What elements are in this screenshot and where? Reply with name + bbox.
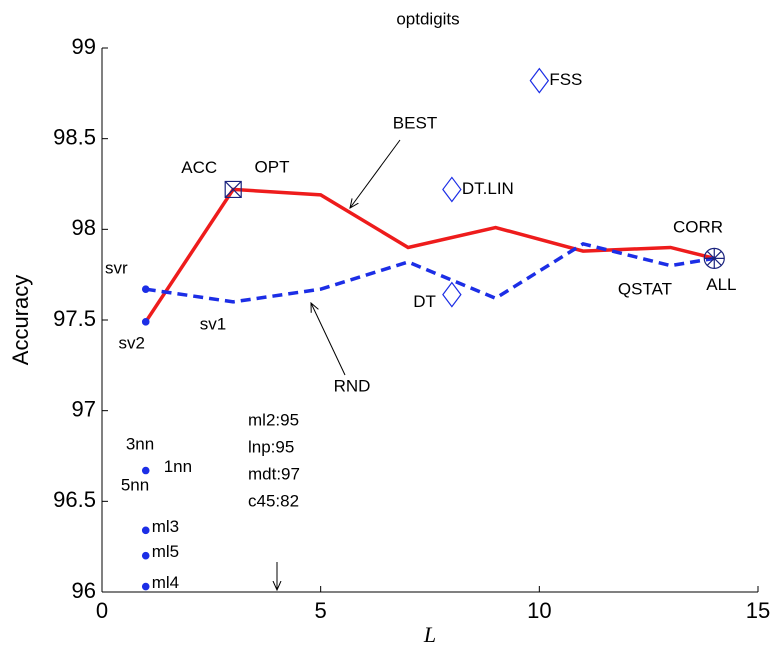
x-tick-label: 10: [527, 598, 551, 623]
point: [442, 176, 462, 203]
point: [703, 247, 725, 269]
point-label: FSS: [549, 70, 582, 89]
y-tick-label: 97.5: [53, 306, 96, 331]
point: [141, 285, 150, 293]
y-tick-label: 96.5: [53, 487, 96, 512]
point-label: DT.LIN: [462, 179, 514, 198]
annotation: 5nn: [121, 475, 149, 494]
x-tick-label: 0: [96, 598, 108, 623]
y-axis-label: Accuracy: [8, 275, 33, 365]
point: [141, 526, 150, 535]
note-line: mdt:97: [248, 464, 300, 483]
annotation: CORR: [673, 217, 723, 236]
point: [442, 281, 462, 308]
series-label: BEST: [393, 113, 437, 132]
y-tick-label: 98: [72, 215, 96, 240]
series-label: RND: [334, 376, 371, 395]
point-label: ml3: [152, 517, 179, 536]
point: [141, 551, 150, 560]
annotation: 3nn: [126, 434, 154, 453]
y-tick-label: 97: [72, 396, 96, 421]
y-tick-label: 96: [72, 578, 96, 603]
point: [141, 318, 150, 326]
point-label: svr: [105, 259, 128, 278]
arrow: [311, 303, 346, 376]
x-tick-label: 15: [746, 598, 770, 623]
point: [529, 67, 550, 94]
annotation: OPT: [255, 157, 290, 176]
point-label: ACC: [181, 158, 217, 177]
point-label: ml5: [152, 542, 179, 561]
point: [141, 466, 150, 475]
series-line: [145, 241, 715, 304]
point-label: sv2: [118, 333, 144, 352]
series-line: [144, 187, 715, 323]
point-label: ALL: [706, 275, 736, 294]
point-label: DT: [413, 292, 436, 311]
x-axis-label: L: [423, 622, 436, 647]
point-label: ml4: [152, 573, 179, 592]
note-line: ml2:95: [248, 410, 299, 429]
x-tick-label: 5: [315, 598, 327, 623]
y-tick-label: 98.5: [53, 124, 96, 149]
point: [141, 582, 150, 591]
annotation: sv1: [200, 314, 226, 333]
y-tick-label: 99: [72, 34, 96, 59]
note-line: lnp:95: [248, 437, 294, 456]
chart-title: optdigits: [396, 9, 459, 28]
point: [224, 180, 242, 199]
note-line: c45:82: [248, 491, 299, 510]
point-label: 1nn: [164, 457, 192, 476]
annotation: QSTAT: [618, 279, 672, 298]
arrow: [350, 139, 401, 208]
